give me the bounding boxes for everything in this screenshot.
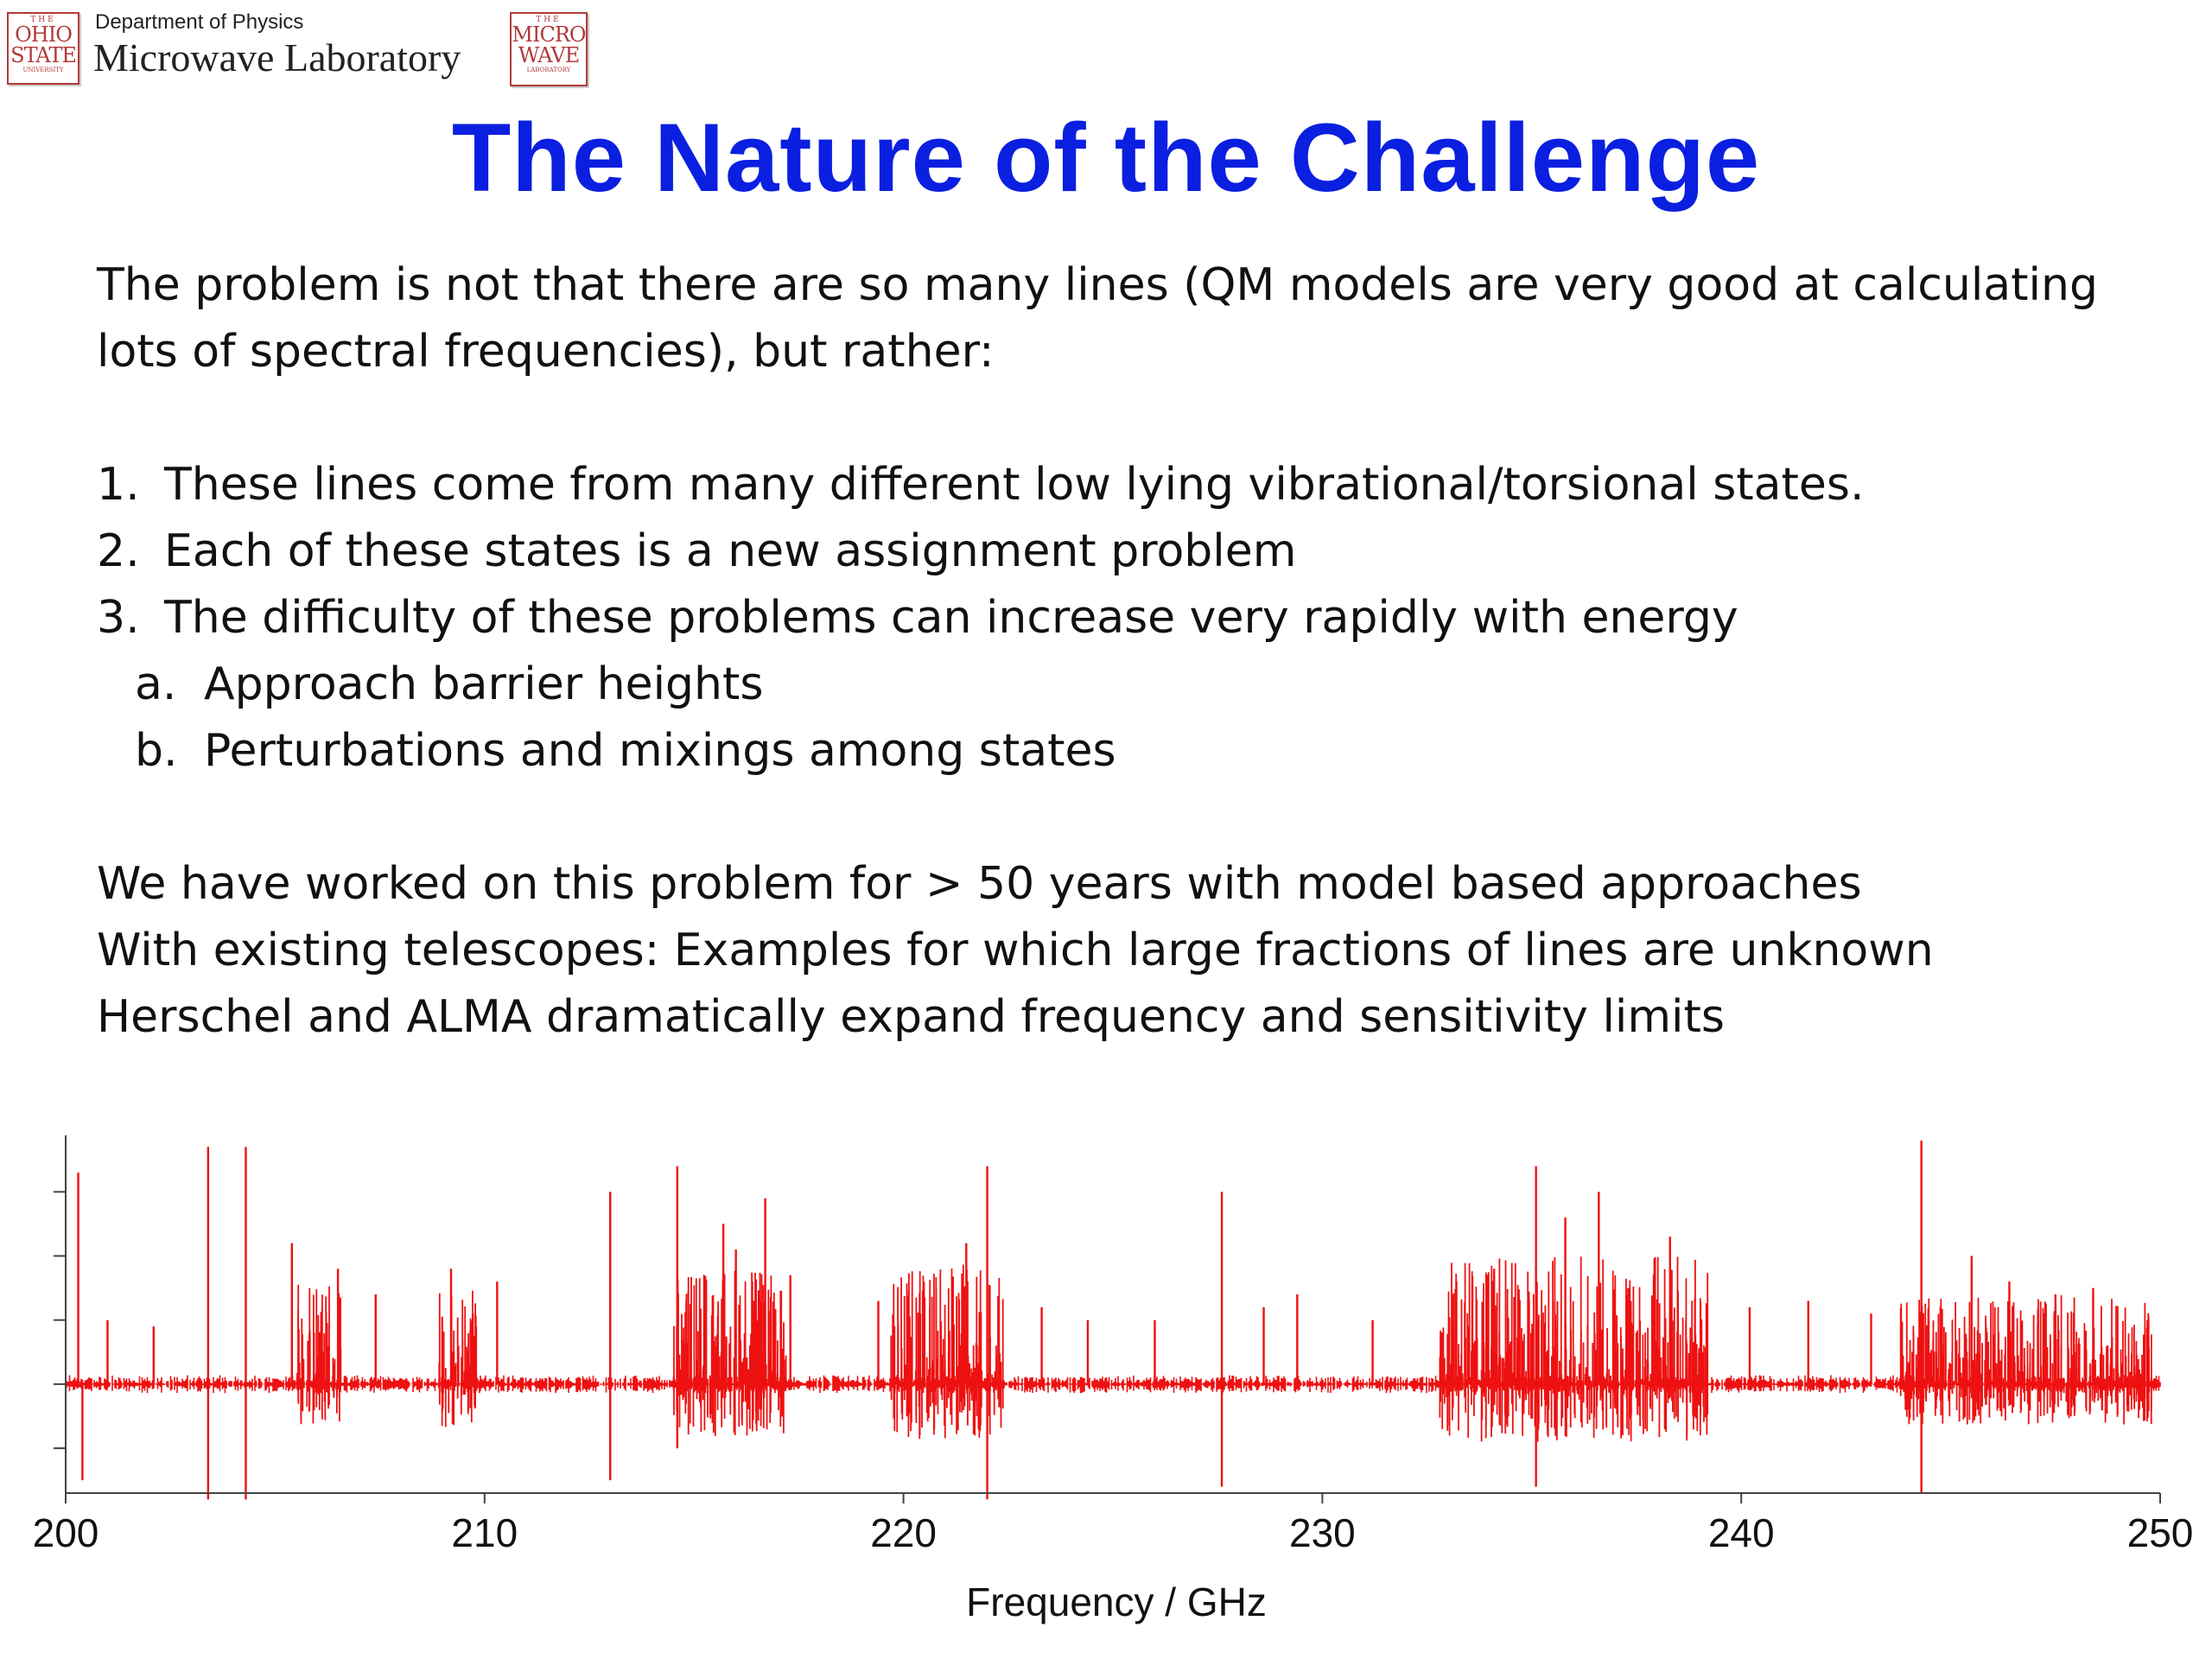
list-text: These lines come from many different low… [164,459,1865,511]
department-label: Department of Physics [95,10,304,34]
ohio-state-logo: THE OHIO STATE UNIVERSITY [7,12,79,85]
logo-osu-top: THE [30,16,56,24]
list-text: The difficulty of these problems can inc… [164,592,1738,644]
logo-osu-line2: STATE [10,43,77,67]
spectrum-marks [65,1141,2161,1500]
spectrum-chart: 200 210 220 230 240 250 Frequency / GHz [33,1135,2194,1624]
sublist-letter: b. [135,725,178,777]
closing-line: We have worked on this problem for > 50 … [97,858,1862,910]
sublist-letter: a. [135,658,177,710]
sublist-text: Approach barrier heights [204,658,764,710]
list-item: 3. The difficulty of these problems can i… [97,585,2153,652]
noise-trace [65,1375,2161,1394]
sublist-item: a. Approach barrier heights [97,652,2153,718]
x-tick-label: 200 [33,1510,99,1555]
list-item: 2. Each of these states is a new assignme… [97,518,2153,585]
dense-line-cluster [296,1284,342,1425]
logo-osu-bottom: UNIVERSITY [22,67,64,73]
x-tick-label: 210 [451,1510,518,1555]
logo-mw-bottom: LABORATORY [526,67,571,73]
dense-line-cluster [1439,1256,1709,1442]
x-axis-label: Frequency / GHz [966,1580,1267,1624]
dense-line-cluster [673,1270,787,1436]
x-tick-label: 230 [1289,1510,1356,1555]
logo-mw-line1: MICRO [512,22,586,47]
list-item: 1. These lines come from many different l… [97,452,2153,518]
list-text: Each of these states is a new assignment… [164,525,1297,577]
sublist-item: b. Perturbations and mixings among states [97,718,2153,785]
lab-name: Microwave Laboratory [93,35,461,79]
dense-line-cluster [1899,1295,2152,1425]
microwave-lab-logo: THE MICRO WAVE LABORATORY [510,12,588,86]
logo-mw-top: THE [536,16,562,24]
closing-line: Herschel and ALMA dramatically expand fr… [97,991,1725,1043]
list-number: 3. [97,592,140,644]
logo-osu-line1: OHIO [15,22,73,47]
x-tick-label: 240 [1708,1510,1775,1555]
slide-title: The Nature of the Challenge [451,104,1761,212]
list-number: 1. [97,459,140,511]
logo-mw-line2: WAVE [518,43,580,67]
x-tick-label: 220 [870,1510,937,1555]
closing-line: With existing telescopes: Examples for w… [97,925,1934,976]
list-number: 2. [97,525,140,577]
chart-axes: 200 210 220 230 240 250 [33,1135,2194,1555]
dense-line-cluster [437,1290,480,1427]
header: THE OHIO STATE UNIVERSITY Department of … [0,0,778,95]
slide-body: The problem is not that there are so man… [97,252,2153,1051]
sublist-text: Perturbations and mixings among states [204,725,1116,777]
x-tick-label: 250 [2127,1510,2194,1555]
intro-paragraph: The problem is not that there are so man… [97,259,2098,378]
